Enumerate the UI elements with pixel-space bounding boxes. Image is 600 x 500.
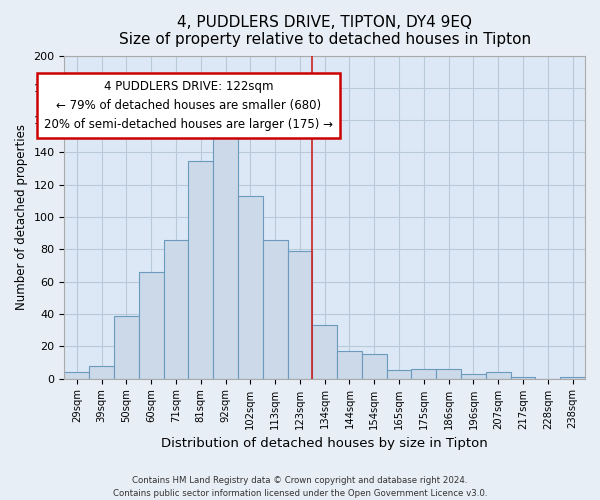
- Bar: [412, 369, 436, 378]
- Text: 4 PUDDLERS DRIVE: 122sqm
← 79% of detached houses are smaller (680)
20% of semi-: 4 PUDDLERS DRIVE: 122sqm ← 79% of detach…: [44, 80, 333, 130]
- Bar: [263, 240, 287, 378]
- Bar: [287, 251, 313, 378]
- Bar: [188, 160, 213, 378]
- Bar: [386, 370, 412, 378]
- Bar: [64, 372, 89, 378]
- Bar: [362, 354, 386, 378]
- Text: Contains HM Land Registry data © Crown copyright and database right 2024.
Contai: Contains HM Land Registry data © Crown c…: [113, 476, 487, 498]
- Bar: [89, 366, 114, 378]
- Bar: [238, 196, 263, 378]
- Bar: [436, 369, 461, 378]
- Bar: [139, 272, 164, 378]
- Y-axis label: Number of detached properties: Number of detached properties: [15, 124, 28, 310]
- Bar: [213, 120, 238, 378]
- Bar: [461, 374, 486, 378]
- Bar: [114, 316, 139, 378]
- Bar: [164, 240, 188, 378]
- Bar: [511, 377, 535, 378]
- Bar: [313, 326, 337, 378]
- Bar: [560, 377, 585, 378]
- X-axis label: Distribution of detached houses by size in Tipton: Distribution of detached houses by size …: [161, 437, 488, 450]
- Bar: [337, 351, 362, 378]
- Bar: [486, 372, 511, 378]
- Title: 4, PUDDLERS DRIVE, TIPTON, DY4 9EQ
Size of property relative to detached houses : 4, PUDDLERS DRIVE, TIPTON, DY4 9EQ Size …: [119, 15, 531, 48]
